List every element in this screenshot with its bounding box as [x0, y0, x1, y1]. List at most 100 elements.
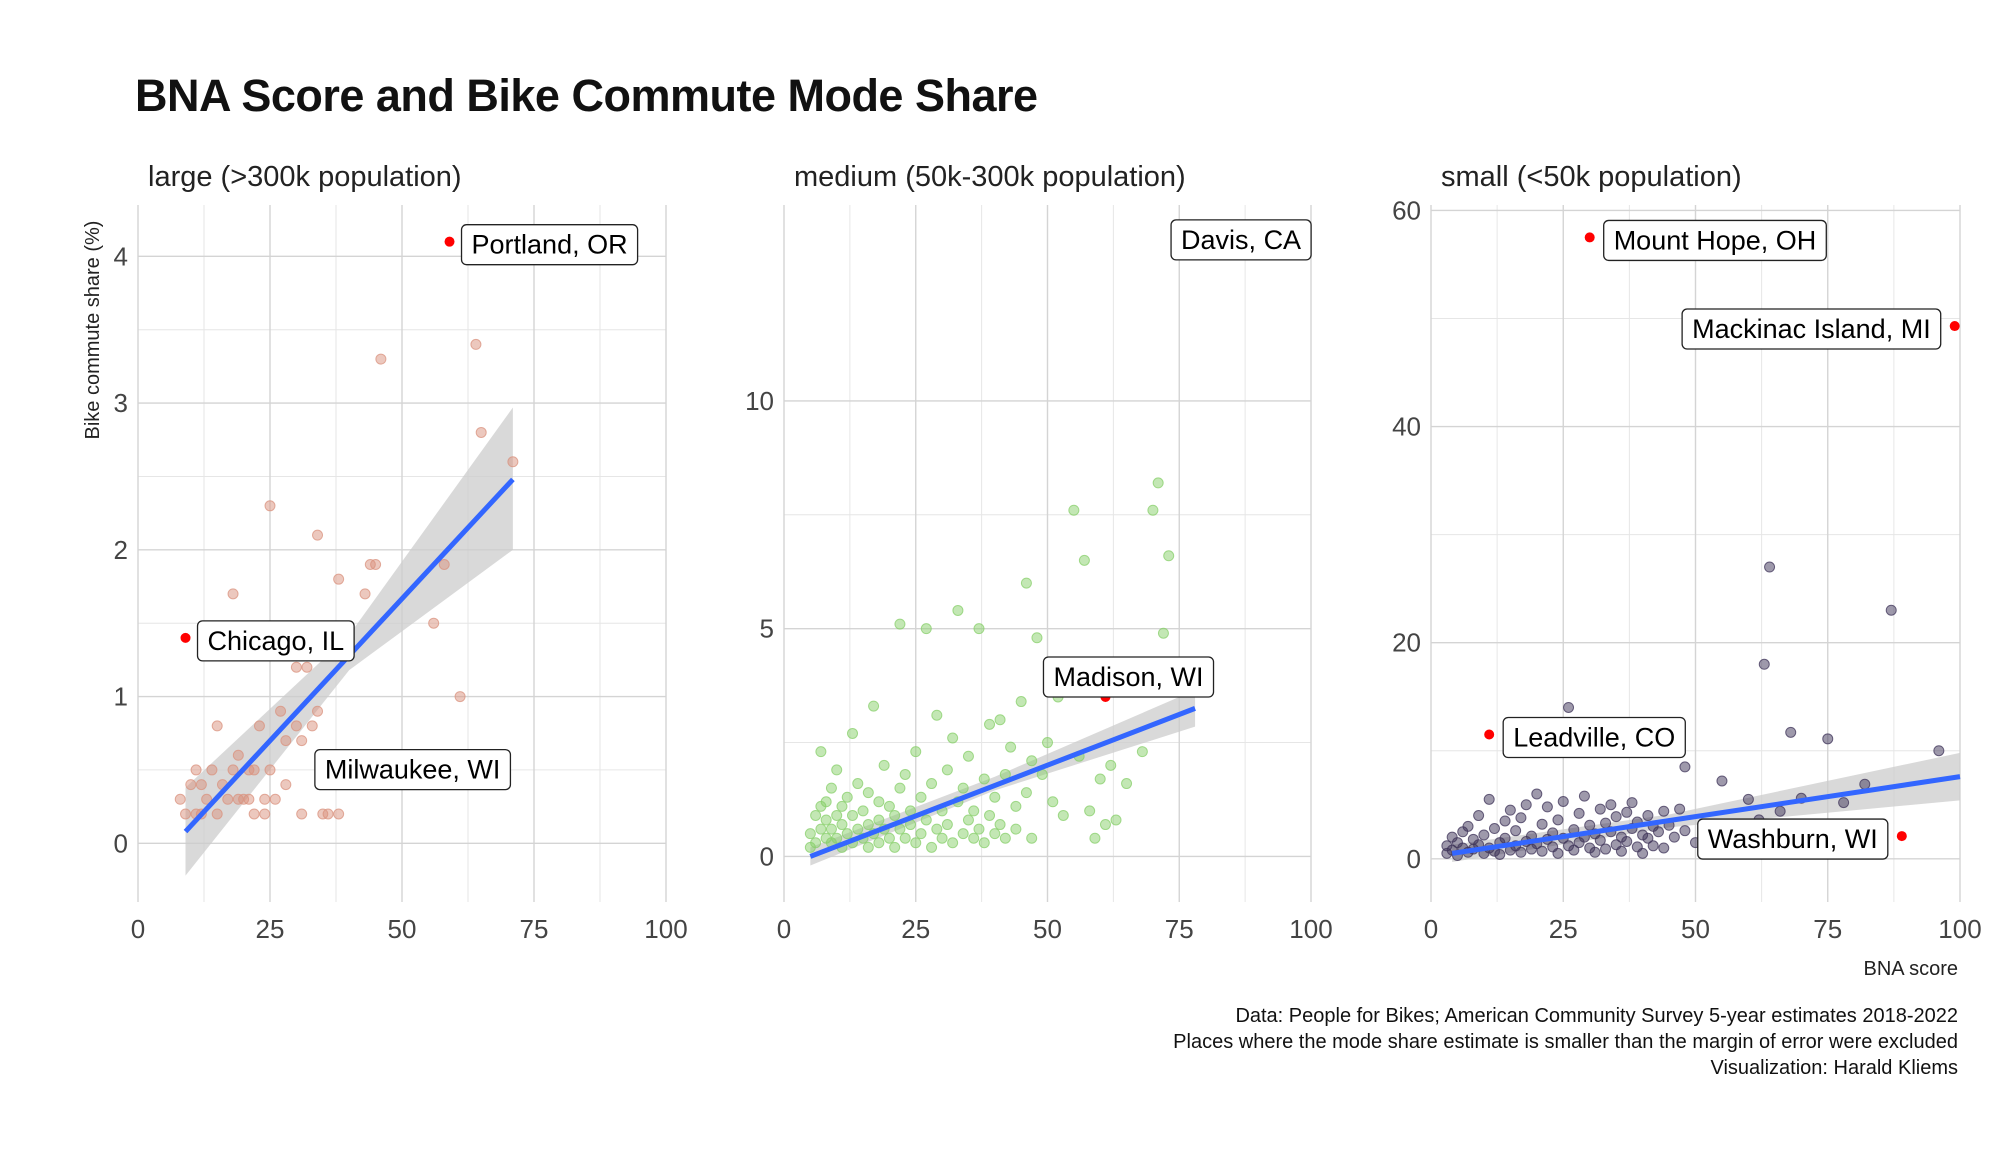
data-point [1605, 799, 1617, 811]
data-point [936, 832, 948, 844]
x-axis-title: BNA score [1864, 958, 1958, 980]
data-point [1031, 632, 1043, 644]
data-point [290, 661, 302, 673]
annotation-text: Milwaukee, WI [325, 755, 501, 785]
x-tick-label: 0 [777, 914, 791, 944]
data-point [1764, 561, 1776, 573]
data-point [1078, 554, 1090, 566]
facet-panel-small: 0 25 50 75 100 0 20 40 60 small (<50k population)… [1392, 161, 1982, 944]
data-point [1615, 845, 1627, 857]
annotation-text: Chicago, IL [208, 626, 345, 656]
data-point [1610, 811, 1622, 823]
data-point [994, 714, 1006, 726]
data-point [1084, 805, 1096, 817]
data-point [1774, 805, 1786, 817]
data-point [847, 809, 859, 821]
annotation-box [314, 748, 512, 791]
data-point [1536, 818, 1548, 830]
y-tick-label: 60 [1392, 195, 1421, 225]
data-point [290, 720, 302, 732]
data-point [1462, 820, 1474, 832]
data-point [973, 823, 985, 835]
data-point [1573, 807, 1585, 819]
data-point [857, 805, 869, 817]
data-point [862, 787, 874, 799]
annotation-text: Mackinac Island, MI [1692, 314, 1931, 344]
data-point [1057, 809, 1069, 821]
data-point [1005, 741, 1017, 753]
data-point [1594, 834, 1606, 846]
data-point [1531, 788, 1543, 800]
data-point [1838, 797, 1850, 809]
data-point [253, 720, 265, 732]
x-tick-label: 100 [644, 914, 687, 944]
data-point [243, 793, 255, 805]
data-point [931, 709, 943, 721]
y-tick-label: 40 [1392, 412, 1421, 442]
data-point [899, 768, 911, 780]
data-point [962, 814, 974, 826]
x-tick-label: 75 [1813, 914, 1842, 944]
annotation-label: Madison, WI [1042, 656, 1215, 698]
annotation-box [1681, 308, 1942, 350]
highlight-point [1896, 831, 1907, 842]
data-point [280, 779, 292, 791]
data-point [852, 823, 864, 835]
x-tick-label: 25 [1549, 914, 1578, 944]
data-point [1933, 745, 1945, 757]
data-point [1494, 848, 1506, 860]
x-tick-label: 0 [1424, 914, 1438, 944]
highlight-point [180, 632, 191, 643]
data-point [259, 808, 271, 820]
data-point [910, 837, 922, 849]
data-point [1473, 810, 1485, 822]
data-point [1515, 846, 1527, 858]
data-point [852, 778, 864, 790]
data-point [831, 832, 843, 844]
data-point [873, 837, 885, 849]
data-point [984, 718, 996, 730]
y-tick-label: 5 [760, 614, 774, 644]
data-point [1885, 604, 1897, 616]
data-point [941, 819, 953, 831]
data-point [1674, 803, 1686, 815]
annotation-label: Milwaukee, WI [314, 748, 512, 791]
data-point [248, 808, 260, 820]
data-point [984, 809, 996, 821]
data-point [810, 809, 822, 821]
annotation-text: Washburn, WI [1708, 824, 1878, 854]
data-point [275, 705, 287, 717]
caption-credit: Visualization: Harald Kliems [1710, 1057, 1958, 1079]
data-point [1099, 819, 1111, 831]
data-point [1642, 810, 1654, 822]
data-point [989, 791, 1001, 803]
annotation-box [196, 620, 355, 662]
data-point [264, 764, 276, 776]
data-point [259, 793, 271, 805]
data-point [1822, 733, 1834, 745]
data-point [454, 691, 466, 703]
data-point [227, 588, 239, 600]
data-point [878, 759, 890, 771]
data-point [312, 705, 324, 717]
data-point [831, 764, 843, 776]
y-tick-label: 0 [114, 828, 128, 858]
data-point [862, 819, 874, 831]
data-point [825, 782, 837, 794]
data-point [1510, 825, 1522, 837]
annotation-box [1170, 219, 1312, 261]
data-point [227, 764, 239, 776]
data-point [1563, 701, 1575, 713]
data-point [894, 782, 906, 794]
highlight-point [1484, 729, 1495, 740]
data-point [195, 779, 207, 791]
data-point [815, 823, 827, 835]
data-point [1552, 814, 1564, 826]
data-point [306, 720, 318, 732]
data-point [301, 661, 313, 673]
data-point [815, 746, 827, 758]
data-point [957, 828, 969, 840]
data-point [1647, 840, 1659, 852]
data-point [1679, 825, 1691, 837]
data-point [1536, 845, 1548, 857]
